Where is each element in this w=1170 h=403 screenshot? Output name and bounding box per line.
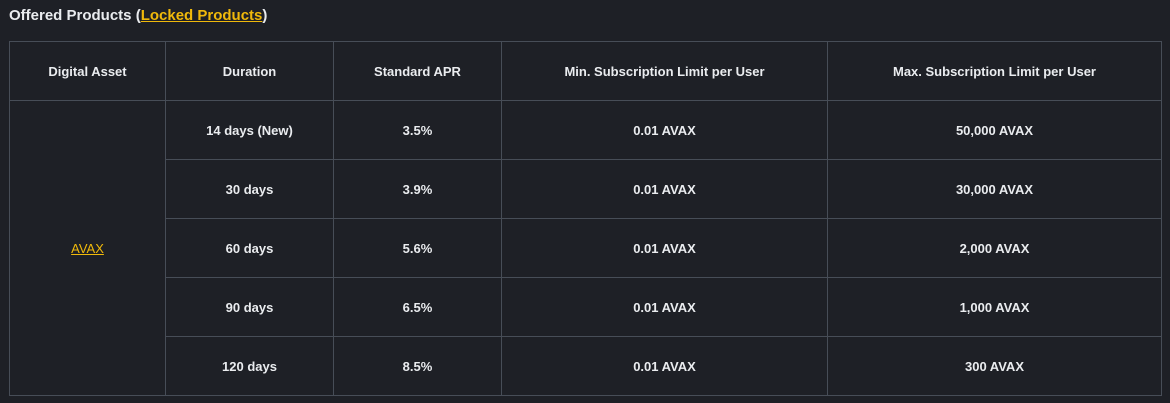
max-limit-cell: 1,000 AVAX xyxy=(827,277,1162,337)
column-header-max-limit: Max. Subscription Limit per User xyxy=(827,41,1162,101)
column-header-duration: Duration xyxy=(165,41,334,101)
max-limit-cell: 30,000 AVAX xyxy=(827,159,1162,219)
min-limit-cell: 0.01 AVAX xyxy=(501,336,828,396)
column-header-min-limit: Min. Subscription Limit per User xyxy=(501,41,828,101)
table-row: AVAX 14 days (New) 3.5% 0.01 AVAX 50,000… xyxy=(9,100,1162,396)
asset-link-avax[interactable]: AVAX xyxy=(71,240,104,256)
column-header-digital-asset: Digital Asset xyxy=(9,41,166,101)
duration-value: 14 days xyxy=(206,122,254,138)
heading-open-paren: ( xyxy=(131,7,141,24)
duration-cell: 90 days xyxy=(165,277,334,337)
duration-cell: 30 days xyxy=(165,159,334,219)
apr-cell: 5.6% xyxy=(333,218,502,278)
max-limit-cell: 2,000 AVAX xyxy=(827,218,1162,278)
min-limit-cell: 0.01 AVAX xyxy=(501,100,828,160)
table-row: 30 days 3.9% 0.01 AVAX 30,000 AVAX xyxy=(10,159,1162,219)
duration-cell: 14 days (New) xyxy=(165,100,334,160)
max-limit-cell: 50,000 AVAX xyxy=(827,100,1162,160)
table-row: 120 days 8.5% 0.01 AVAX 300 AVAX xyxy=(10,336,1162,396)
duration-cell: 120 days xyxy=(165,336,334,396)
table-row: 60 days 5.6% 0.01 AVAX 2,000 AVAX xyxy=(10,218,1162,278)
max-limit-cell: 300 AVAX xyxy=(827,336,1162,396)
apr-cell: 3.9% xyxy=(333,159,502,219)
locked-products-link[interactable]: Locked Products xyxy=(140,7,263,24)
apr-cell: 6.5% xyxy=(333,277,502,337)
new-badge: (New) xyxy=(257,122,293,138)
section-title: Offered Products xyxy=(9,7,132,24)
column-header-standard-apr: Standard APR xyxy=(333,41,502,101)
table-row: 90 days 6.5% 0.01 AVAX 1,000 AVAX xyxy=(10,277,1162,337)
heading-close-paren: ) xyxy=(262,7,268,24)
min-limit-cell: 0.01 AVAX xyxy=(501,218,828,278)
apr-cell: 3.5% xyxy=(333,100,502,160)
apr-cell: 8.5% xyxy=(333,336,502,396)
duration-cell: 60 days xyxy=(165,218,334,278)
min-limit-cell: 0.01 AVAX xyxy=(501,159,828,219)
offered-products-table: Digital Asset Duration Standard APR Min.… xyxy=(9,41,1162,396)
section-heading: Offered Products (Locked Products) xyxy=(9,7,267,24)
min-limit-cell: 0.01 AVAX xyxy=(501,277,828,337)
asset-cell: AVAX xyxy=(9,100,166,396)
table-header-row: Digital Asset Duration Standard APR Min.… xyxy=(9,41,1162,101)
